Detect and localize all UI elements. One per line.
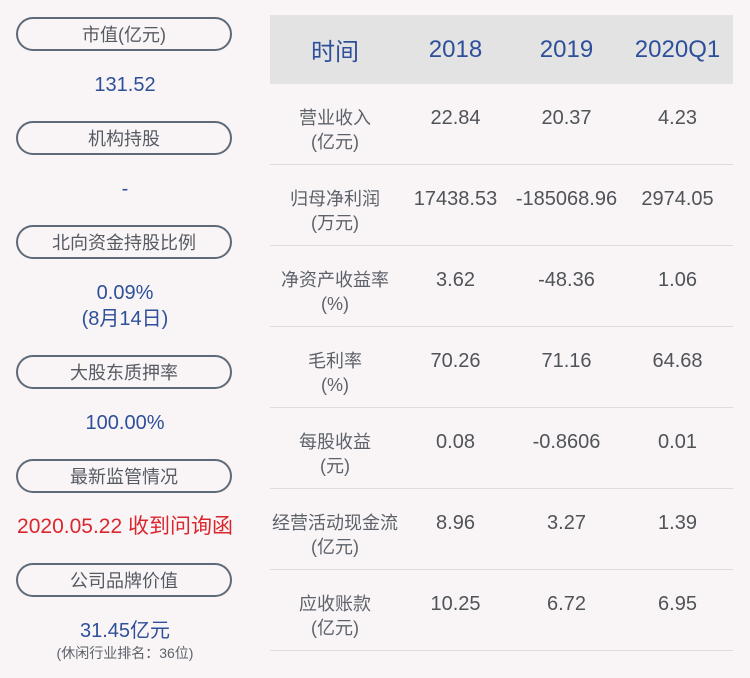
table-row: 营业收入 (亿元) 22.84 20.37 4.23 (270, 84, 733, 165)
row-label: 毛利率 (308, 351, 362, 371)
cell: 20.37 (541, 107, 592, 129)
header-2020q1: 2020Q1 (634, 35, 721, 63)
brand-value-value: 31.45亿元 (79, 620, 171, 642)
northbound-ratio-date: (8月14日) (81, 308, 169, 330)
row-unit: (%) (321, 294, 349, 314)
header-time: 时间 (311, 39, 359, 66)
pledge-ratio-value: 100.00% (85, 412, 165, 434)
cell: -185068.96 (515, 188, 618, 210)
table-row: 应收账款 (亿元) 10.25 6.72 6.95 (270, 570, 733, 651)
cell: 2974.05 (641, 188, 714, 210)
regulatory-status-label: 最新监管情况 (16, 459, 232, 493)
cell: 6.95 (658, 593, 697, 615)
cell: 71.16 (541, 350, 592, 372)
cell: 17438.53 (413, 188, 498, 210)
pledge-ratio-label: 大股东质押率 (16, 355, 232, 389)
header-2019: 2019 (539, 35, 594, 63)
table-row: 净资产收益率 (%) 3.62 -48.36 1.06 (270, 246, 733, 327)
institutional-holding-value: - (121, 178, 129, 200)
table-header: 时间 2018 2019 2020Q1 (270, 15, 733, 84)
header-2018: 2018 (428, 35, 483, 63)
brand-value-rank: (休闲行业排名：36位) (56, 645, 194, 661)
cell: 64.68 (652, 350, 703, 372)
table-row: 每股收益 (元) 0.08 -0.8606 0.01 (270, 408, 733, 489)
cell: 70.26 (430, 350, 481, 372)
northbound-ratio-label: 北向资金持股比例 (16, 225, 232, 259)
row-unit: (%) (321, 375, 349, 395)
market-cap-value: 131.52 (94, 74, 156, 96)
row-unit: (亿元) (311, 537, 359, 557)
row-unit: (亿元) (311, 618, 359, 638)
cell: -0.8606 (532, 431, 601, 453)
table-row: 毛利率 (%) 70.26 71.16 64.68 (270, 327, 733, 408)
row-label: 每股收益 (299, 432, 371, 452)
cell: 0.08 (436, 431, 475, 453)
table-row: 经营活动现金流 (亿元) 8.96 3.27 1.39 (270, 489, 733, 570)
cell: 8.96 (436, 512, 475, 534)
row-label: 经营活动现金流 (272, 513, 398, 533)
cell: 1.06 (658, 269, 697, 291)
row-label: 应收账款 (299, 594, 371, 614)
cell: 4.23 (658, 107, 697, 129)
regulatory-status-value: 2020.05.22 收到问询函 (17, 515, 233, 538)
table-row: 归母净利润 (万元) 17438.53 -185068.96 2974.05 (270, 165, 733, 246)
row-label: 归母净利润 (290, 189, 380, 209)
row-unit: (元) (320, 456, 350, 476)
row-unit: (万元) (311, 213, 359, 233)
brand-value-label: 公司品牌价值 (16, 563, 232, 597)
cell: 22.84 (430, 107, 481, 129)
market-cap-label: 市值(亿元) (16, 17, 232, 51)
cell: 3.27 (547, 512, 586, 534)
financial-table: 时间 2018 2019 2020Q1 营业收入 (亿元) 22.84 20.37… (270, 15, 733, 651)
cell: 1.39 (658, 512, 697, 534)
cell: 10.25 (430, 593, 481, 615)
cell: 3.62 (436, 269, 475, 291)
cell: 0.01 (658, 431, 697, 453)
northbound-ratio-value: 0.09% (96, 282, 154, 304)
row-unit: (亿元) (311, 132, 359, 152)
cell: -48.36 (538, 269, 595, 291)
institutional-holding-label: 机构持股 (16, 121, 232, 155)
cell: 6.72 (547, 593, 586, 615)
row-label: 净资产收益率 (281, 270, 389, 290)
row-label: 营业收入 (299, 108, 371, 128)
